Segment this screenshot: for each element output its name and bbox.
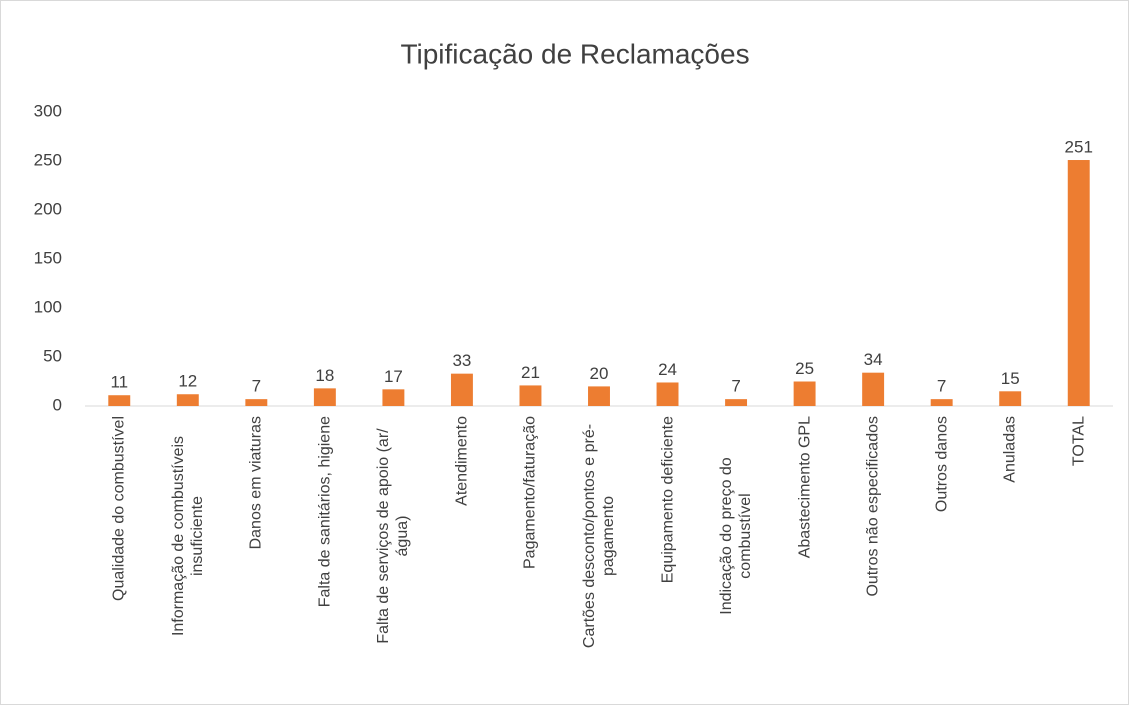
x-tick-label: TOTAL (1070, 416, 1088, 467)
x-tick-label: Falta de serviços de apoio (ar/água) (375, 428, 412, 644)
bar (656, 382, 679, 406)
x-tick-label: Equipamento deficiente (659, 416, 677, 584)
x-tick-label: Cartões desconto/pontos e pré-pagamento (581, 423, 617, 649)
data-label: 17 (384, 367, 403, 386)
bar (588, 386, 610, 406)
data-label: 34 (864, 350, 883, 369)
x-tick-label: Atendimento (453, 416, 471, 506)
bar (793, 381, 816, 406)
bar (862, 372, 885, 406)
data-label: 12 (178, 372, 197, 391)
y-tick-label: 150 (34, 248, 62, 267)
x-tick-label: Anuladas (1001, 416, 1019, 483)
data-label: 7 (252, 377, 261, 396)
bar (1067, 160, 1090, 406)
data-label: 7 (731, 377, 740, 396)
chart-title: Tipificação de Reclamações (400, 38, 749, 69)
data-label: 21 (521, 363, 540, 382)
bar (245, 399, 268, 406)
data-label: 15 (1001, 369, 1020, 388)
data-label: 25 (795, 359, 814, 378)
data-label: 20 (590, 364, 609, 383)
bar (999, 391, 1022, 406)
x-tick-label: Qualidade do combustível (110, 416, 128, 601)
x-tick-label: Falta de sanitários, higiene (316, 416, 334, 608)
x-tick-label: Abastecimento GPL (796, 416, 814, 559)
bar (930, 399, 953, 406)
data-label: 18 (315, 366, 334, 385)
bar (725, 399, 748, 406)
bar (382, 389, 405, 406)
x-tick-label: Danos em viaturas (247, 416, 265, 550)
y-tick-label: 200 (34, 199, 62, 218)
y-tick-label: 0 (53, 395, 62, 414)
data-label: 24 (658, 360, 677, 379)
data-label: 251 (1065, 138, 1093, 157)
y-tick-label: 300 (34, 101, 62, 120)
x-tick-label: Outros não especificados (864, 416, 882, 597)
bar (313, 388, 336, 406)
bar (450, 373, 473, 406)
x-tick-label: Indicação do preço do combustível (718, 457, 755, 615)
y-tick-label: 250 (34, 150, 62, 169)
y-tick-label: 100 (34, 297, 62, 316)
data-label: 7 (937, 377, 946, 396)
x-tick-label: Pagamento/faturação (521, 416, 539, 569)
data-label: 11 (110, 373, 128, 392)
x-tick-label: Outros danos (933, 416, 951, 513)
data-label: 33 (452, 351, 471, 370)
bar (176, 394, 199, 406)
x-tick-label: Informação de combustíveis insuficiente (169, 435, 206, 637)
y-tick-label: 50 (43, 346, 62, 365)
bar (108, 395, 131, 406)
bar (519, 385, 542, 406)
